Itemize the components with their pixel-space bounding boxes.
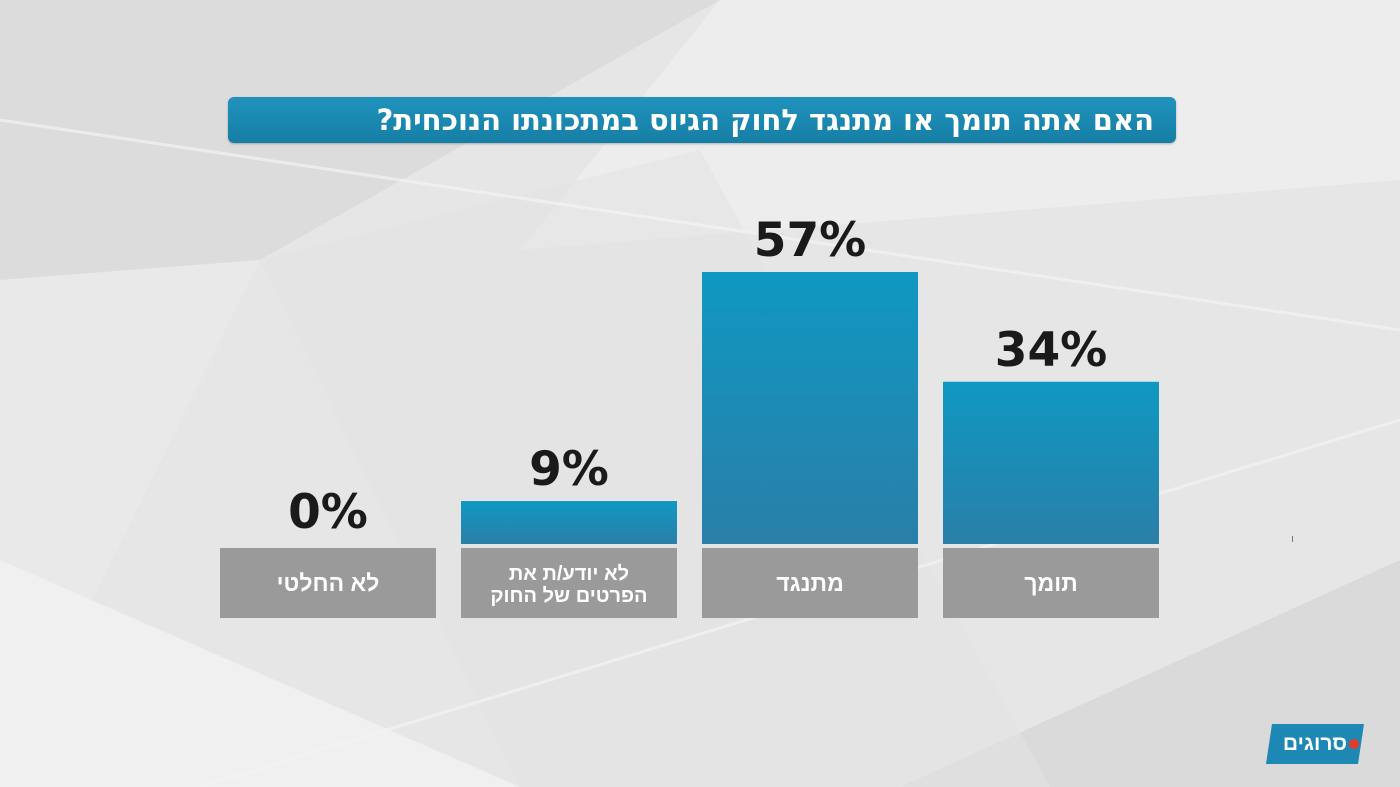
value-label: 34% — [995, 323, 1108, 378]
category-box — [220, 548, 436, 618]
chart-title: האם אתה תומך או מתנגד לחוק הגיוס במתכונת… — [376, 103, 1154, 137]
title-bar: האם אתה תומך או מתנגד לחוק הגיוס במתכונת… — [228, 97, 1176, 143]
bar — [943, 381, 1159, 544]
category-label: לא החלטי — [277, 570, 380, 596]
logo-dot-icon — [1349, 739, 1359, 749]
category-label: מתנגד — [776, 570, 844, 596]
category-box — [461, 548, 677, 618]
bar — [702, 272, 918, 544]
category-label: תומך — [1024, 570, 1077, 596]
value-label: 0% — [288, 485, 368, 540]
brand-logo: סרוגים — [1266, 722, 1364, 766]
logo-shape — [1266, 724, 1364, 764]
category-label: לא יודע/ת את הפרטים של החוק — [490, 563, 647, 607]
brand-name: סרוגים — [1282, 732, 1348, 755]
category-box — [702, 548, 918, 618]
bar — [461, 501, 677, 544]
value-label: 9% — [529, 442, 609, 497]
value-label: 57% — [754, 213, 867, 268]
category-box — [943, 548, 1159, 618]
stray-mark — [1292, 536, 1293, 542]
